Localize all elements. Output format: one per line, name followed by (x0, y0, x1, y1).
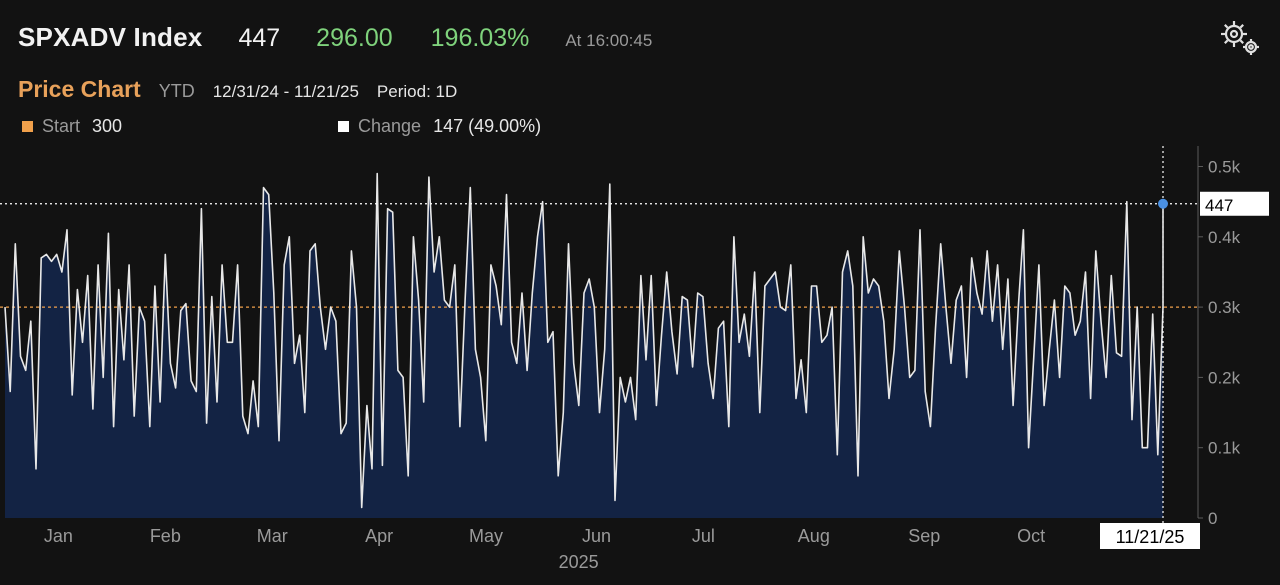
date-range: 12/31/24 - 11/21/25 (212, 82, 359, 101)
x-tick-label: Feb (150, 526, 181, 546)
y-tick-label: 0 (1208, 509, 1217, 528)
range-label[interactable]: YTD (158, 81, 195, 101)
as-of-time: At 16:00:45 (565, 31, 653, 50)
quote-header: SPXADV Index 447 296.00 196.03% At 16:00… (18, 22, 652, 58)
last-value-marker (1158, 198, 1168, 209)
last-date-label: 11/21/25 (1116, 527, 1185, 547)
period-label: Period: 1D (376, 82, 458, 101)
area-fill (5, 173, 1163, 518)
last-price: 447 (238, 24, 281, 52)
legend-item-change: Change 147 (49.00%) (338, 116, 541, 137)
x-tick-label: Apr (365, 526, 393, 546)
legend-swatch-start (22, 121, 33, 132)
x-tick-label: Mar (257, 526, 288, 546)
ticker-symbol: SPXADV Index (18, 22, 203, 52)
x-tick-label: Jan (44, 526, 73, 546)
net-change: 296.00 (316, 24, 393, 52)
y-tick-label: 0.5k (1208, 158, 1241, 177)
x-tick-label: May (469, 526, 503, 546)
legend-value-change: 147 (49.00%) (433, 116, 542, 136)
price-chart[interactable]: 0 0.1k 0.2k 0.3k 0.4k 0.5k 447 Jan Feb Mar Apr May J… (0, 140, 1280, 585)
y-tick-label: 0.3k (1208, 298, 1241, 317)
gears-icon[interactable] (1218, 18, 1264, 58)
y-tick-label: 0.1k (1208, 439, 1241, 458)
x-year-label: 2025 (559, 552, 599, 572)
y-tick-label: 0.4k (1208, 228, 1241, 247)
last-value-box (1200, 191, 1269, 216)
chart-subheader: Price Chart YTD 12/31/24 - 11/21/25 Peri… (18, 76, 457, 103)
legend-value-start: 300 (92, 116, 123, 136)
last-value-label: 447 (1205, 196, 1233, 215)
legend-swatch-change (338, 121, 349, 132)
x-tick-label: Jun (582, 526, 611, 546)
percent-change: 196.03% (430, 24, 530, 52)
x-tick-label: Jul (692, 526, 715, 546)
x-tick-label: Oct (1017, 526, 1045, 546)
x-tick-label: Aug (798, 526, 830, 546)
chart-legend: Start 300 Change 147 (49.00%) (18, 116, 1018, 140)
legend-label-change: Change (358, 116, 422, 136)
y-tick-label: 0.2k (1208, 368, 1241, 387)
chart-title: Price Chart (18, 76, 141, 102)
last-date-box (1100, 523, 1200, 549)
legend-label-start: Start (42, 116, 81, 136)
legend-item-start: Start 300 (22, 116, 122, 137)
x-tick-label: Sep (908, 526, 940, 546)
series-line (4, 172, 1164, 509)
